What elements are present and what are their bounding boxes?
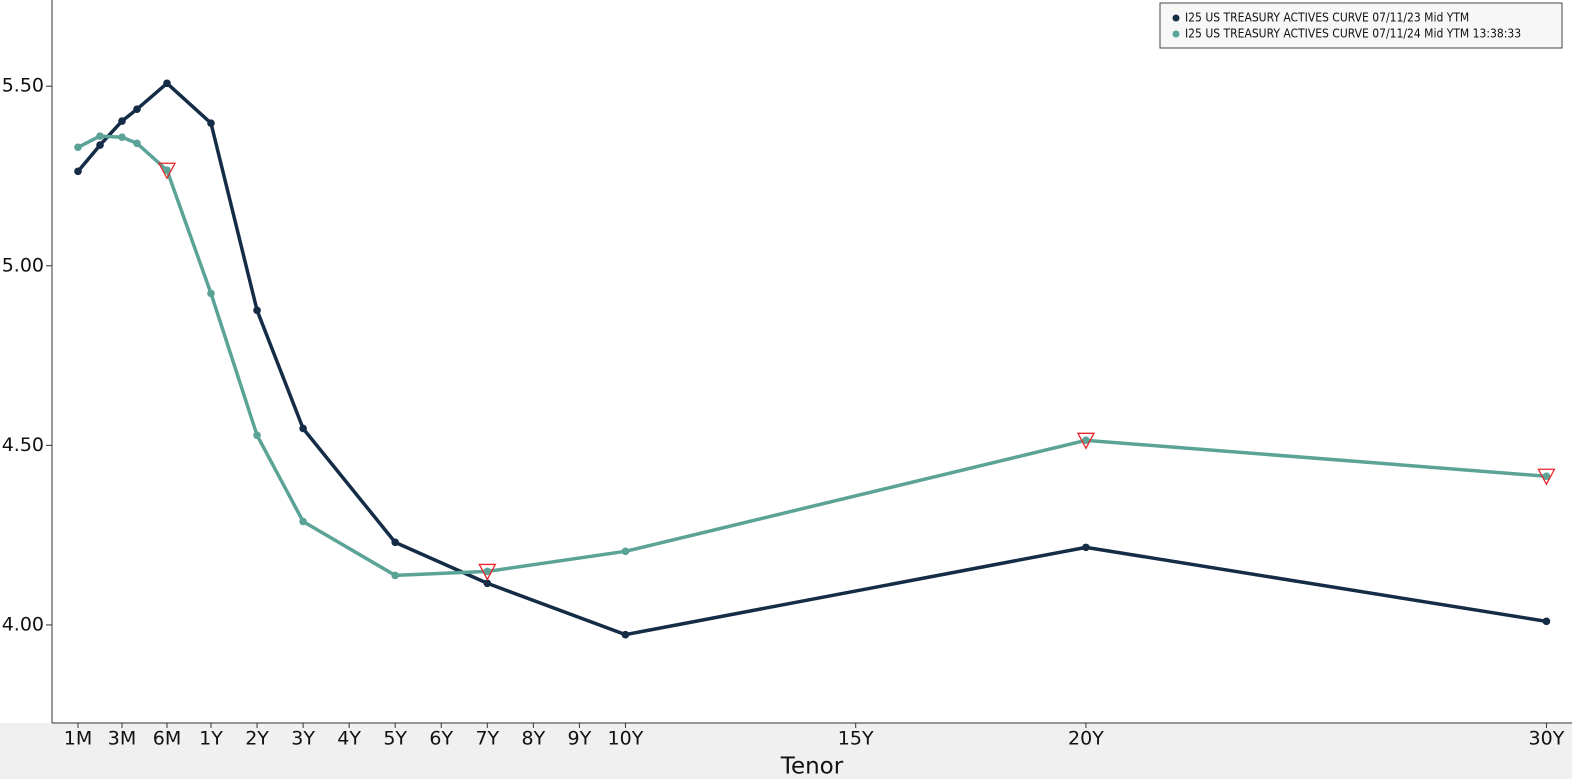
x-tick-label: 1Y [199, 728, 223, 750]
x-tick-label: 6M [153, 728, 181, 750]
flag-marker [1537, 468, 1556, 486]
x-tick-label: 20Y [1068, 728, 1104, 750]
x-tick-label: 3Y [291, 728, 315, 750]
x-tick-label: 8Y [521, 728, 545, 750]
x-axis-title: Tenor [780, 754, 844, 779]
data-point [1082, 436, 1090, 445]
data-point [253, 306, 261, 315]
y-tick-label: 5.50 [2, 75, 44, 97]
data-point [207, 289, 215, 298]
x-tick-label: 1M [64, 728, 92, 750]
x-tick-label: 3M [108, 728, 136, 750]
legend-swatch [1172, 30, 1180, 38]
legend-label: I25 US TREASURY ACTIVES CURVE 07/11/23 M… [1185, 11, 1469, 25]
flag-marker [478, 563, 497, 581]
data-point [96, 141, 104, 149]
data-point [163, 166, 171, 175]
data-point [299, 517, 307, 526]
x-tick-label: 5Y [383, 728, 407, 750]
x-tick-label: 2Y [245, 728, 269, 750]
y-tick-label: 5.00 [2, 254, 44, 276]
data-point [253, 431, 261, 440]
legend [1159, 2, 1563, 49]
data-point [483, 567, 492, 576]
data-point [483, 579, 492, 588]
data-point [391, 538, 400, 547]
data-point [118, 133, 126, 142]
series-line [77, 134, 1547, 578]
data-point [621, 630, 630, 639]
data-point [118, 117, 126, 125]
data-point [621, 547, 630, 556]
data-point [96, 132, 104, 140]
x-tick-label: 6Y [429, 728, 453, 750]
data-point [299, 424, 307, 433]
x-tick-label: 30Y [1529, 728, 1565, 750]
legend-label: I25 US TREASURY ACTIVES CURVE 07/11/24 M… [1185, 27, 1521, 41]
data-point [133, 139, 141, 148]
data-point [74, 167, 82, 176]
flag-marker [1076, 432, 1096, 450]
x-tick-label: 9Y [568, 728, 592, 750]
data-point [207, 119, 215, 127]
series-line [76, 81, 1547, 637]
data-point [1082, 543, 1090, 552]
x-tick-label: 7Y [475, 728, 499, 750]
data-point [74, 143, 82, 152]
data-point [1542, 472, 1551, 481]
legend-swatch [1172, 14, 1180, 22]
x-axis-band [0, 723, 1572, 779]
x-tick-label: 4Y [337, 728, 361, 750]
y-tick-label: 4.50 [2, 434, 44, 456]
data-point [391, 571, 400, 580]
x-tick-label: 10Y [608, 728, 644, 750]
y-tick-label: 4.00 [2, 613, 44, 635]
x-tick-label: 15Y [838, 728, 874, 750]
flag-marker [157, 162, 177, 180]
data-point [133, 105, 141, 113]
data-point [163, 79, 171, 88]
data-point [1542, 617, 1551, 626]
